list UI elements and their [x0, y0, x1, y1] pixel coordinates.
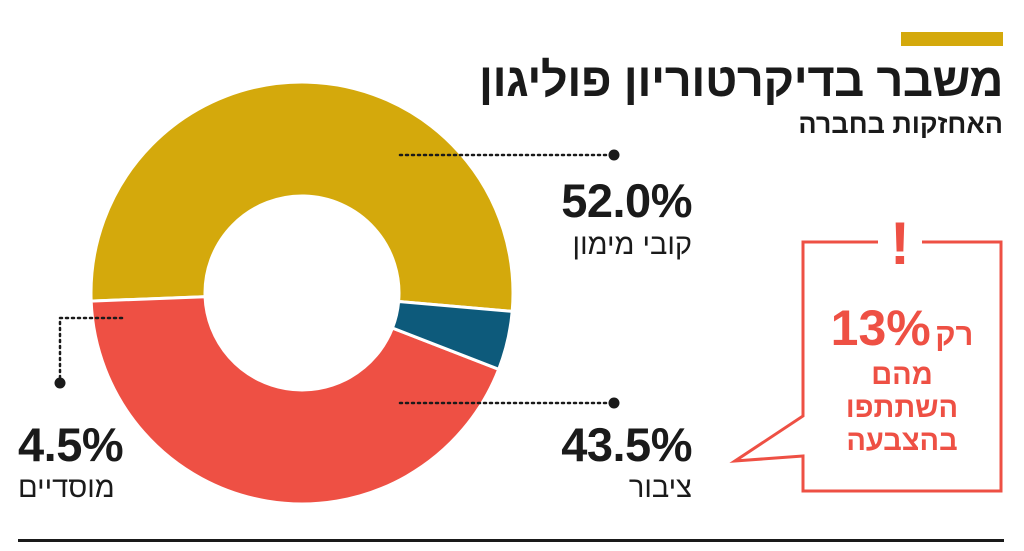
callout-line4: בהצבעה — [846, 425, 958, 457]
slice-category-label: מוסדיים — [18, 472, 115, 504]
exclamation-icon: ! — [890, 210, 910, 277]
callout-box — [729, 240, 1003, 493]
slice-category-label: ציבור — [628, 472, 692, 504]
callout-prefix: רק — [935, 317, 974, 352]
leader-lines — [54, 149, 620, 409]
slice-category-label: קובי מימון — [572, 229, 692, 261]
slice-value-label: 4.5% — [18, 418, 124, 471]
slice-value-label: 52.0% — [561, 174, 692, 227]
callout-line1: רק 13% — [810, 303, 994, 353]
leader-dot — [54, 377, 66, 389]
callout-percent: 13% — [830, 300, 931, 356]
leader-dot — [608, 149, 620, 161]
donut-slice — [390, 299, 514, 372]
chart-subtitle: האחזקות בחברה — [798, 109, 1003, 139]
leader-dot — [608, 397, 620, 409]
callout-line2: מהם — [871, 359, 933, 391]
donut-slice — [89, 80, 515, 314]
callout-outline — [729, 240, 1003, 493]
header-accent-bar — [901, 32, 1003, 46]
donut-slices — [89, 80, 515, 506]
leader-line — [58, 316, 124, 385]
callout-line3: השתתפו — [845, 392, 959, 424]
slice-value-label: 43.5% — [561, 418, 692, 471]
donut-slice — [89, 295, 501, 506]
chart-title: משבר בדיקרטוריון פוליגון — [478, 53, 1004, 106]
bottom-divider — [18, 539, 1004, 542]
callout-exclamation: ! — [880, 214, 920, 274]
